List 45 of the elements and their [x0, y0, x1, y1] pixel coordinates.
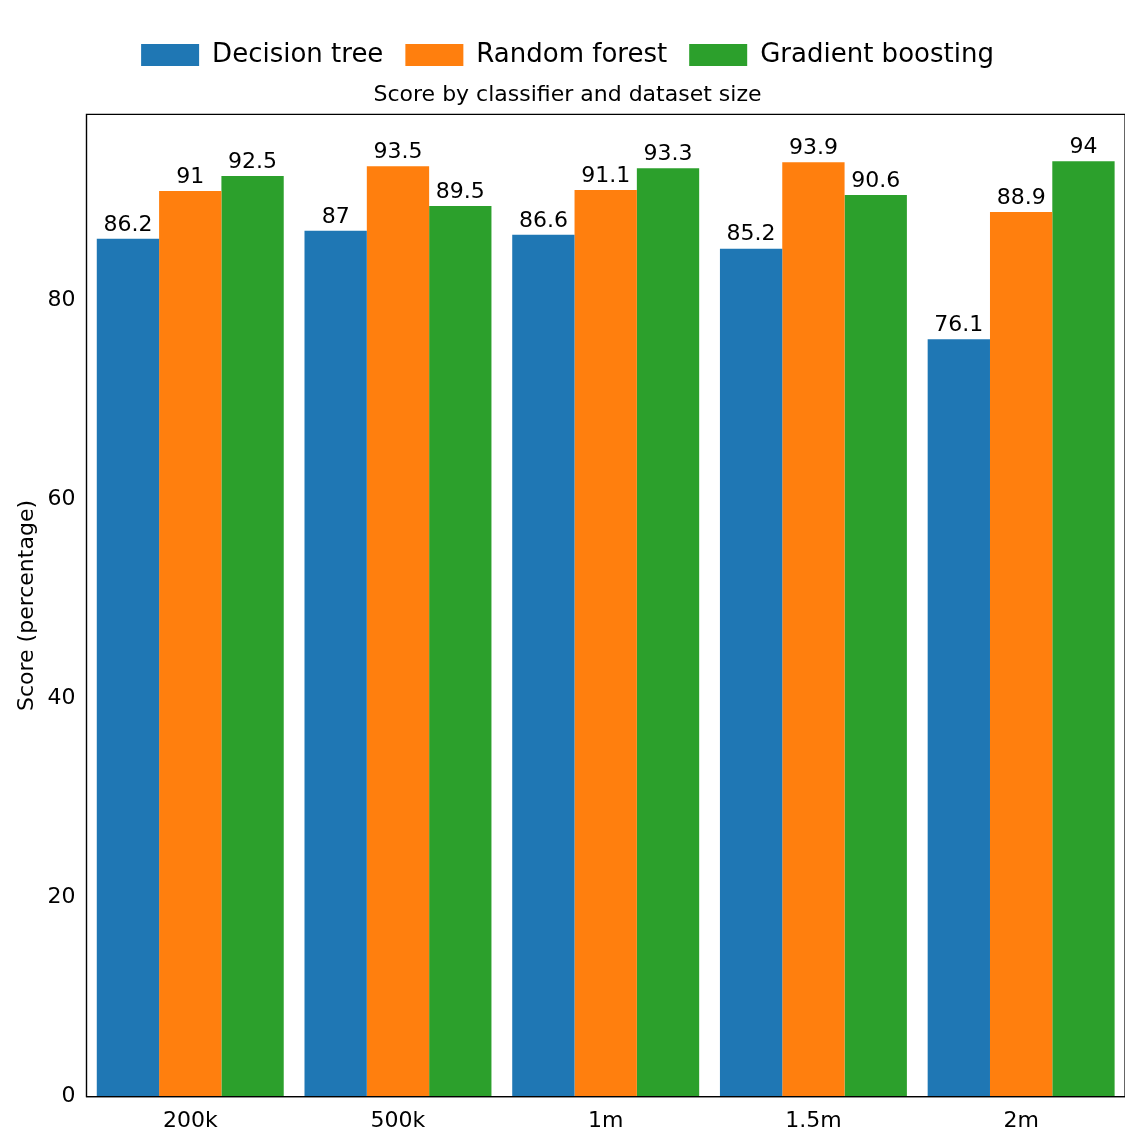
- bar: [844, 195, 907, 1097]
- data-label: 94: [1069, 132, 1098, 158]
- data-label: 89.5: [435, 177, 485, 203]
- bar: [636, 168, 700, 1097]
- data-label: 92.5: [228, 147, 278, 173]
- y-tick-label: 40: [47, 684, 76, 710]
- y-axis-title: Score (percentage): [12, 499, 38, 712]
- data-label: 86.6: [518, 206, 568, 232]
- bar: [719, 248, 783, 1097]
- bar: [574, 190, 637, 1097]
- bar: [366, 166, 430, 1097]
- data-label: 93.5: [373, 137, 423, 163]
- data-label: 88.9: [996, 183, 1046, 209]
- x-tick-label: 1.5m: [785, 1106, 842, 1132]
- bar: [1052, 161, 1115, 1097]
- data-label: 87: [321, 202, 350, 228]
- data-label: 85.2: [726, 220, 776, 246]
- x-tick-label: 200k: [162, 1106, 218, 1132]
- bar: [782, 162, 845, 1097]
- x-tick-label: 2m: [1003, 1106, 1039, 1132]
- data-label: 90.6: [851, 166, 901, 192]
- legend-label: Gradient boosting: [760, 37, 994, 68]
- y-tick-label: 0: [61, 1082, 76, 1108]
- x-tick-label: 1m: [587, 1106, 624, 1132]
- bar: [221, 176, 284, 1097]
- y-tick-label: 80: [47, 286, 76, 312]
- data-label: 86.2: [103, 210, 153, 236]
- data-label: 93.9: [788, 133, 838, 159]
- bar: [429, 205, 492, 1097]
- bar: [927, 339, 990, 1097]
- legend-label: Decision tree: [212, 37, 384, 68]
- bar: [512, 234, 575, 1097]
- x-tick-label: 500k: [370, 1106, 426, 1132]
- bar: [96, 238, 160, 1097]
- y-tick-label: 60: [47, 485, 76, 511]
- chart-title: Score by classifier and dataset size: [373, 80, 762, 106]
- y-tick-label: 20: [47, 883, 76, 909]
- legend-label: Random forest: [476, 37, 668, 68]
- bar: [304, 230, 367, 1097]
- data-label: 91.1: [581, 161, 631, 187]
- bar: [989, 211, 1053, 1097]
- data-label: 76.1: [934, 311, 984, 337]
- bar: [159, 191, 222, 1097]
- data-label: 91: [176, 162, 205, 188]
- data-label: 93.3: [643, 139, 693, 165]
